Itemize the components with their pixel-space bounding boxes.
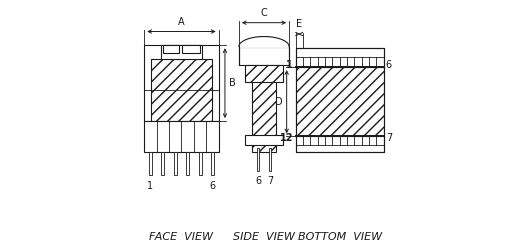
Text: 7: 7 xyxy=(386,133,392,143)
Bar xyxy=(239,47,289,65)
Bar xyxy=(151,59,212,121)
Text: 6: 6 xyxy=(386,60,392,70)
Text: SIDE  VIEW: SIDE VIEW xyxy=(233,232,295,242)
Bar xyxy=(257,148,259,171)
Text: 7: 7 xyxy=(267,176,273,186)
Bar xyxy=(296,48,384,67)
Bar xyxy=(199,152,202,175)
Bar xyxy=(163,45,179,53)
Text: C: C xyxy=(261,8,267,18)
Bar xyxy=(161,45,202,59)
Bar xyxy=(245,135,283,145)
Bar xyxy=(296,67,384,136)
Text: 1: 1 xyxy=(147,181,154,192)
Bar xyxy=(269,148,271,171)
Bar xyxy=(327,58,330,66)
Bar xyxy=(174,152,177,175)
Text: 6: 6 xyxy=(255,176,261,186)
Bar xyxy=(211,152,214,175)
Bar xyxy=(371,58,374,66)
Text: 1: 1 xyxy=(286,60,293,70)
Bar xyxy=(356,58,360,66)
Bar xyxy=(342,58,345,66)
Text: B: B xyxy=(230,78,236,88)
Bar xyxy=(186,152,189,175)
Bar xyxy=(149,152,152,175)
Text: D: D xyxy=(275,97,283,107)
Text: 6: 6 xyxy=(210,181,215,192)
Bar xyxy=(144,45,219,121)
Bar xyxy=(296,48,384,152)
Bar xyxy=(296,136,384,152)
Polygon shape xyxy=(239,37,289,47)
Bar xyxy=(245,65,283,81)
Bar xyxy=(162,152,164,175)
Text: FACE  VIEW: FACE VIEW xyxy=(149,232,213,242)
Bar xyxy=(182,45,200,53)
Text: E: E xyxy=(296,19,302,29)
Bar xyxy=(252,55,276,152)
Text: BOTTOM  VIEW: BOTTOM VIEW xyxy=(298,232,382,242)
Bar xyxy=(144,121,219,152)
Bar xyxy=(313,58,315,66)
Text: A: A xyxy=(178,17,185,27)
Text: 12: 12 xyxy=(279,133,293,143)
Bar xyxy=(298,58,300,66)
